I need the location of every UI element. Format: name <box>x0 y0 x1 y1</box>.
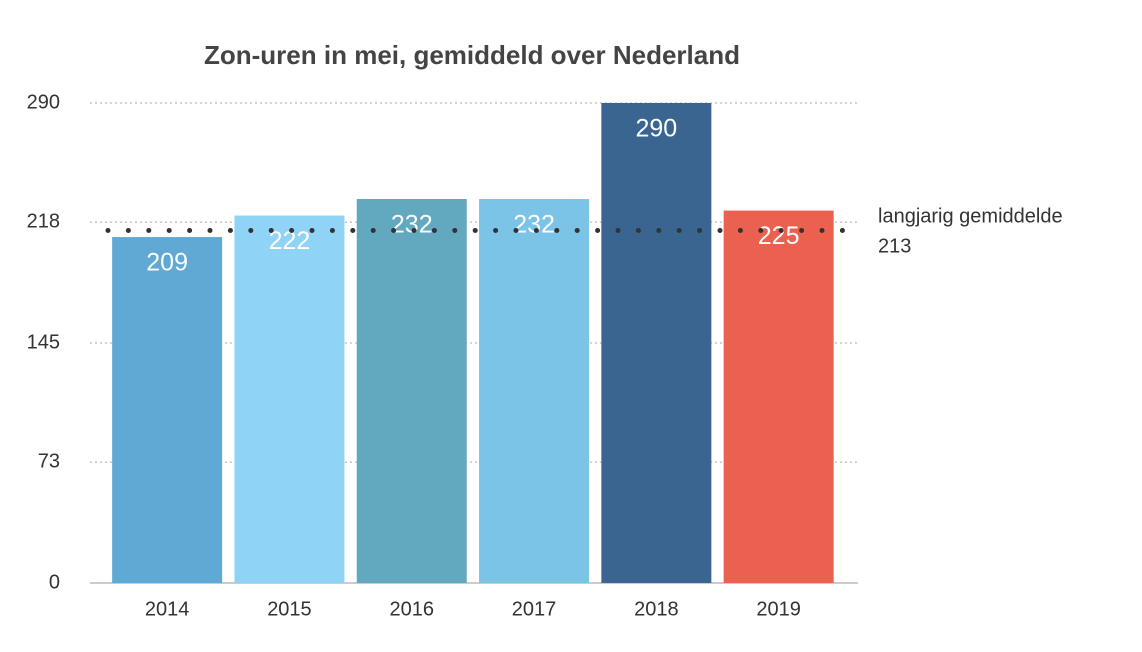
value-label: 232 <box>513 211 555 239</box>
y-tick-label: 218 <box>27 210 60 232</box>
bar <box>112 237 223 583</box>
value-label: 222 <box>269 227 311 255</box>
bar <box>234 215 345 583</box>
value-label: 232 <box>391 211 433 239</box>
x-tick-label: 2016 <box>390 598 435 620</box>
y-tick-label: 0 <box>49 571 60 593</box>
chart-title: Zon-uren in mei, gemiddeld over Nederlan… <box>204 40 740 70</box>
y-tick-label: 290 <box>27 91 60 113</box>
value-label: 290 <box>635 115 677 143</box>
x-tick-label: 2015 <box>267 598 312 620</box>
bar <box>723 210 834 583</box>
reference-value: 213 <box>878 235 911 257</box>
value-label: 209 <box>146 249 188 277</box>
reference-label: langjarig gemiddelde <box>878 205 1063 227</box>
bar <box>479 199 590 583</box>
value-label: 225 <box>758 222 800 250</box>
bar <box>356 199 467 583</box>
x-tick-label: 2014 <box>145 598 190 620</box>
y-tick-label: 145 <box>27 331 60 353</box>
y-tick-label: 73 <box>38 450 60 472</box>
x-tick-label: 2017 <box>512 598 557 620</box>
bar <box>601 103 712 583</box>
x-tick-label: 2019 <box>756 598 801 620</box>
x-tick-label: 2018 <box>634 598 679 620</box>
